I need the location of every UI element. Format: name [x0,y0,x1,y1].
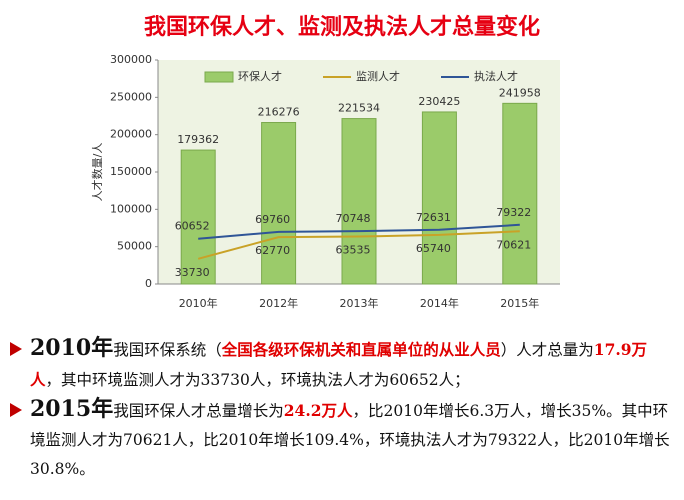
data-label: 179362 [177,133,219,146]
bullet-text: 我国环保人才总量增长为 [113,402,284,420]
bullet-text: 17.9万人 [30,340,648,389]
chart-title: 我国环保人才、监测及执法人才总量变化 [144,14,540,40]
data-label: 69760 [255,213,290,226]
bullet-year: 2015年 [30,396,114,422]
bar [502,102,538,285]
bullet-marker [10,403,22,417]
bullets: 2010年我国环保系统（全国各级环保机关和直属单位的从业人员）人才总量为17.9… [8,334,676,484]
data-label: 230425 [418,95,460,108]
legend-label: 执法人才 [474,69,518,83]
data-label: 70621 [496,238,531,251]
bar [261,122,297,285]
y-tick-label: 50000 [117,240,152,253]
data-label: 60652 [175,220,210,233]
line [197,230,520,260]
legend-label: 环保人才 [238,69,282,83]
data-label: 70748 [336,212,371,225]
bullet-year: 2010年 [30,335,114,361]
data-label: 79322 [496,206,531,219]
y-tick-label: 300000 [110,53,152,66]
y-axis-label: 人才数量/人 [90,143,104,202]
bullet-text: 24.2万人 [283,401,353,420]
data-label: 241958 [499,86,541,99]
data-label: 33730 [175,266,210,279]
data-label: 216276 [258,106,300,119]
x-tick-label: 2013年 [340,296,379,310]
bar [180,149,216,285]
chart: 我国环保人才、监测及执法人才总量变化 人才数量/人 0 50000 100000 15… [90,14,560,310]
data-label: 221534 [338,102,380,115]
bullet-marker [10,342,22,356]
bullet: 2010年我国环保系统（全国各级环保机关和直属单位的从业人员）人才总量为17.9… [8,334,676,395]
x-tick-label: 2014年 [420,296,459,310]
y-tick-label: 0 [145,277,152,290]
y-tick-label: 250000 [110,90,152,103]
y-tick-label: 100000 [110,202,152,215]
legend-label: 监测人才 [356,69,400,83]
y-tick-label: 200000 [110,128,152,141]
data-label: 72631 [416,211,451,224]
bar [341,118,377,285]
data-label: 62770 [255,244,290,257]
bullet-text: ）人才总量为 [500,341,594,359]
data-label: 65740 [416,242,451,255]
y-tick-label: 150000 [110,165,152,178]
bullet-text: 我国环保系统（ [113,341,222,359]
x-tick-label: 2010年 [179,296,218,310]
data-label: 63535 [336,244,371,257]
bar [421,111,457,285]
bullet: 2015年我国环保人才总量增长为24.2万人，比2010年增长6.3万人，增长3… [8,395,676,484]
bullet-text: ，比2010年增长6.3万人，增长35%。其中环境监测人才为70621人，比20… [30,402,670,478]
x-tick-label: 2012年 [259,296,298,310]
x-tick-label: 2015年 [500,296,539,310]
bullet-text: ，其中环境监测人才为33730人，环境执法人才为60652人； [45,371,470,389]
bullet-text: 全国各级环保机关和直属单位的从业人员 [221,340,501,359]
legend-swatch [204,71,234,83]
line [198,223,520,240]
